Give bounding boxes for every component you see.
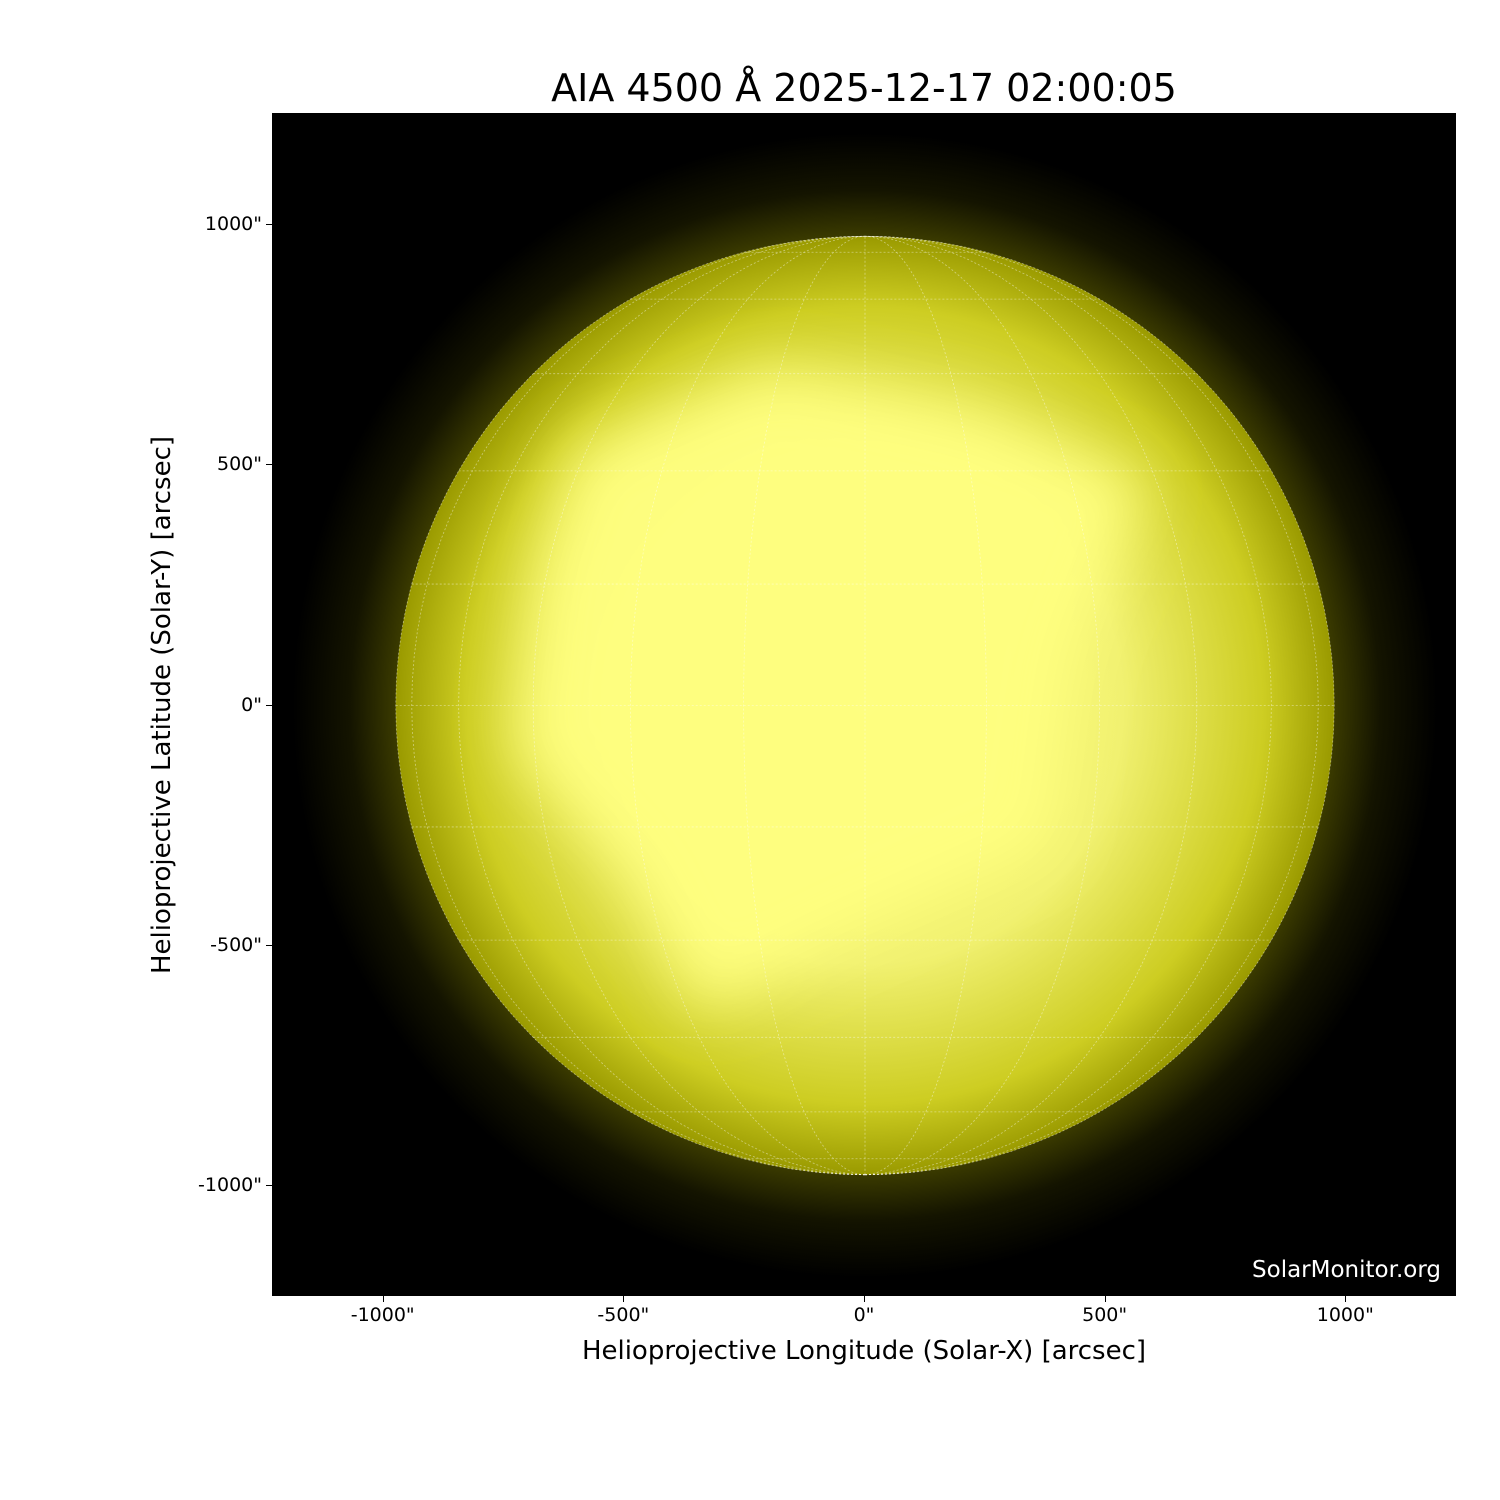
- x-tick-label: 0": [853, 1304, 875, 1326]
- bright-region: [513, 367, 1147, 1011]
- grid-line: [864, 235, 987, 1176]
- y-tick-mark: [266, 704, 272, 706]
- x-tick-mark: [382, 1296, 384, 1302]
- solar-disk-svg: [292, 132, 1438, 1279]
- plot-title: AIA 4500 Å 2025-12-17 02:00:05: [551, 66, 1177, 110]
- x-tick-mark: [1104, 1296, 1106, 1302]
- y-tick-label: -500": [210, 933, 262, 956]
- y-tick-label: 1000": [204, 212, 262, 235]
- x-tick-mark: [1345, 1296, 1347, 1302]
- y-tick-mark: [266, 944, 272, 946]
- y-tick-label: 500": [216, 453, 262, 476]
- grid-line: [411, 235, 866, 1176]
- y-tick-mark: [266, 1185, 272, 1187]
- x-tick-label: -500": [597, 1304, 650, 1326]
- grid-line: [532, 235, 866, 1176]
- grid-line: [458, 235, 866, 1176]
- x-axis-label: Helioprojective Longitude (Solar-X) [arc…: [581, 1336, 1147, 1366]
- grid-line: [395, 235, 866, 1176]
- y-tick-mark: [266, 464, 272, 466]
- grid-line: [864, 235, 1272, 1176]
- x-tick-mark: [864, 1296, 865, 1302]
- solar-image: SolarMonitor.org: [272, 113, 1456, 1296]
- grid-line: [864, 235, 1101, 1176]
- x-tick-label: 1000": [1316, 1304, 1374, 1326]
- grid-line: [629, 235, 866, 1176]
- grid-line: [743, 235, 866, 1176]
- grid-line: [864, 235, 1319, 1176]
- x-tick-label: 500": [1082, 1304, 1128, 1326]
- y-axis-label: Helioprojective Latitude (Solar-Y) [arcs…: [147, 435, 177, 975]
- grid-line: [864, 235, 1335, 1176]
- x-tick-label: -1000": [350, 1304, 415, 1326]
- y-tick-label: 0": [241, 693, 262, 716]
- y-tick-label: -1000": [198, 1174, 262, 1197]
- y-tick-mark: [266, 223, 272, 225]
- watermark: SolarMonitor.org: [1252, 1257, 1441, 1283]
- grid-line: [864, 235, 1198, 1176]
- x-tick-mark: [623, 1296, 625, 1302]
- heliographic-grid: [395, 235, 1335, 1176]
